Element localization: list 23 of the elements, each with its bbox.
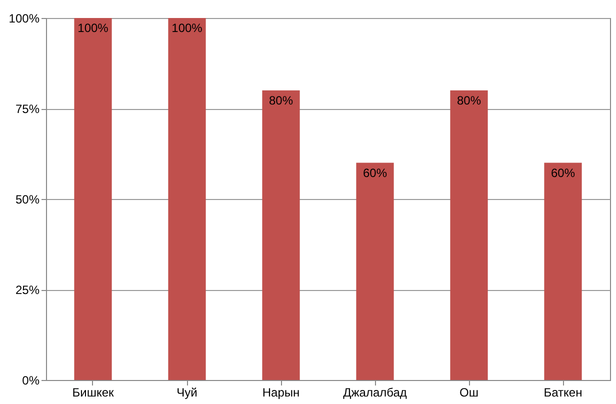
x-tick-label: Бишкек bbox=[72, 386, 115, 400]
bar bbox=[168, 18, 206, 380]
x-tick-label: Нарын bbox=[262, 386, 300, 400]
data-label: 60% bbox=[550, 166, 576, 180]
bar bbox=[356, 162, 394, 380]
y-tick-label: 75% bbox=[15, 102, 40, 116]
bar bbox=[544, 162, 582, 380]
bar bbox=[450, 90, 488, 380]
y-tick-label: 25% bbox=[15, 283, 40, 297]
x-tick-label: Ош bbox=[460, 386, 478, 400]
data-label: 100% bbox=[78, 21, 109, 35]
data-label: 60% bbox=[362, 166, 388, 180]
x-tick-label: Баткен bbox=[544, 386, 582, 400]
y-tick-label: 0% bbox=[22, 374, 40, 388]
y-tick-label: 50% bbox=[15, 192, 40, 206]
data-label: 80% bbox=[268, 93, 294, 108]
x-tick-label: Чуй bbox=[176, 386, 198, 400]
bar bbox=[74, 18, 112, 380]
data-label: 80% bbox=[456, 93, 482, 108]
data-label: 100% bbox=[172, 21, 203, 35]
bar bbox=[262, 90, 300, 380]
y-tick-label: 100% bbox=[8, 12, 40, 26]
x-tick-label: Джалалбад bbox=[343, 386, 407, 400]
